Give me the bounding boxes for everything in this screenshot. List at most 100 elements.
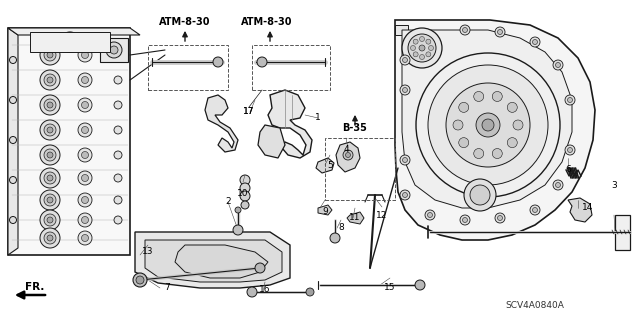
Circle shape [114, 51, 122, 59]
Polygon shape [8, 28, 18, 255]
FancyBboxPatch shape [30, 32, 110, 52]
Circle shape [255, 263, 265, 273]
Polygon shape [268, 90, 312, 158]
Circle shape [81, 197, 88, 204]
Circle shape [400, 155, 410, 165]
Circle shape [78, 213, 92, 227]
Bar [252, 45, 330, 90]
Circle shape [114, 151, 122, 159]
Circle shape [47, 175, 53, 181]
Text: 13: 13 [142, 248, 154, 256]
Circle shape [453, 120, 463, 130]
Circle shape [428, 212, 433, 218]
Circle shape [343, 150, 353, 160]
Circle shape [568, 98, 573, 102]
Text: 1: 1 [315, 114, 321, 122]
Circle shape [428, 65, 548, 185]
Polygon shape [316, 158, 334, 173]
Circle shape [508, 137, 517, 148]
Circle shape [413, 52, 418, 57]
Text: 14: 14 [582, 204, 594, 212]
Circle shape [81, 77, 88, 84]
Circle shape [400, 85, 410, 95]
Circle shape [426, 52, 431, 57]
Polygon shape [318, 205, 332, 215]
Circle shape [133, 273, 147, 287]
Circle shape [40, 45, 60, 65]
Text: 4: 4 [343, 145, 349, 154]
Bar [325, 138, 395, 200]
Circle shape [532, 207, 538, 212]
Circle shape [482, 119, 494, 131]
Circle shape [419, 45, 425, 51]
Text: 3: 3 [611, 181, 617, 189]
Circle shape [240, 191, 250, 201]
Circle shape [446, 83, 530, 167]
Circle shape [419, 55, 424, 60]
Circle shape [193, 263, 197, 267]
Text: 15: 15 [384, 284, 396, 293]
Text: 7: 7 [164, 284, 170, 293]
Circle shape [463, 218, 467, 222]
Polygon shape [145, 240, 282, 282]
Circle shape [415, 280, 425, 290]
Circle shape [64, 36, 76, 48]
Text: 10: 10 [237, 189, 249, 197]
Polygon shape [336, 142, 360, 172]
Circle shape [495, 213, 505, 223]
Circle shape [40, 95, 60, 115]
Circle shape [44, 214, 56, 226]
Polygon shape [615, 215, 630, 250]
Polygon shape [205, 95, 238, 152]
Polygon shape [402, 30, 572, 208]
Circle shape [47, 235, 53, 241]
Circle shape [78, 171, 92, 185]
Circle shape [532, 40, 538, 44]
Circle shape [495, 27, 505, 37]
Circle shape [81, 127, 88, 133]
Circle shape [114, 174, 122, 182]
Circle shape [530, 205, 540, 215]
Circle shape [78, 231, 92, 245]
Circle shape [47, 77, 53, 83]
Circle shape [508, 102, 517, 112]
Text: ATM-8-30: ATM-8-30 [159, 17, 211, 27]
Circle shape [47, 127, 53, 133]
Circle shape [186, 256, 204, 274]
Text: 11: 11 [349, 213, 361, 222]
Polygon shape [135, 232, 290, 288]
Text: ATM-8-30: ATM-8-30 [241, 17, 292, 27]
Circle shape [10, 217, 17, 224]
Circle shape [47, 102, 53, 108]
Circle shape [460, 25, 470, 35]
Circle shape [10, 97, 17, 103]
Circle shape [114, 196, 122, 204]
Circle shape [81, 101, 88, 108]
Circle shape [78, 193, 92, 207]
Circle shape [240, 175, 250, 185]
Circle shape [81, 234, 88, 241]
Circle shape [10, 137, 17, 144]
Circle shape [60, 32, 80, 52]
Circle shape [474, 149, 484, 159]
Polygon shape [258, 125, 285, 158]
Circle shape [556, 63, 561, 68]
Text: 6: 6 [565, 166, 571, 174]
Circle shape [410, 46, 415, 50]
Circle shape [47, 152, 53, 158]
Circle shape [10, 176, 17, 183]
Text: 12: 12 [376, 211, 388, 219]
Circle shape [235, 207, 241, 213]
Polygon shape [395, 20, 595, 240]
Circle shape [402, 28, 442, 68]
Circle shape [497, 216, 502, 220]
Circle shape [78, 98, 92, 112]
Circle shape [40, 70, 60, 90]
Circle shape [81, 152, 88, 159]
Circle shape [44, 194, 56, 206]
Circle shape [400, 190, 410, 200]
Text: FR.: FR. [26, 282, 45, 292]
Polygon shape [175, 245, 268, 278]
Circle shape [44, 232, 56, 244]
Circle shape [408, 34, 436, 62]
